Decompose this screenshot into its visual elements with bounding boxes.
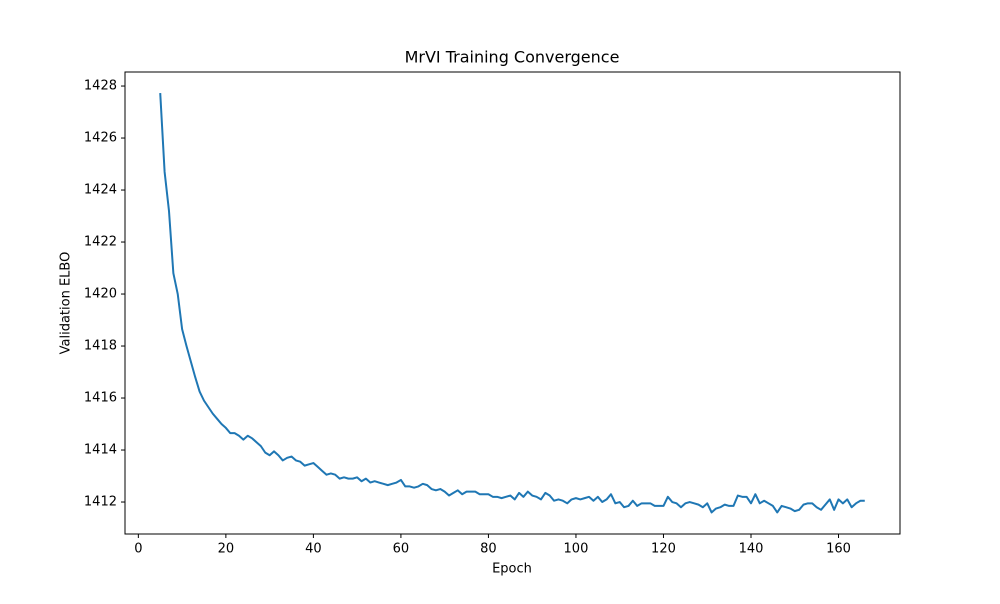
y-tick-label: 1412 [84, 495, 117, 510]
x-tick-label: 100 [564, 542, 589, 557]
line [159, 93, 865, 514]
y-tick-label: 1422 [84, 235, 117, 250]
x-tick-label: 140 [739, 542, 764, 557]
x-tick-label: 20 [218, 542, 235, 557]
y-tick-label: 1420 [84, 287, 117, 302]
y-tick-label: 1416 [84, 391, 117, 406]
y-tick-label: 1428 [84, 79, 117, 94]
x-tick-label: 60 [393, 542, 410, 557]
x-tick-label: 80 [480, 542, 497, 557]
plot-frame [124, 71, 901, 535]
x-tick-label: 160 [826, 542, 851, 557]
y-tick-label: 1418 [84, 339, 117, 354]
y-tick-label: 1414 [84, 443, 117, 458]
x-tick-label: 0 [134, 542, 142, 557]
y-axis-label: Validation ELBO [59, 252, 74, 355]
chart-title: MrVI Training Convergence [405, 48, 620, 67]
x-tick-label: 40 [305, 542, 322, 557]
y-tick-label: 1426 [84, 131, 117, 146]
y-tick-label: 1424 [84, 183, 117, 198]
x-axis-label: Epoch [492, 562, 532, 577]
x-tick-label: 120 [651, 542, 676, 557]
